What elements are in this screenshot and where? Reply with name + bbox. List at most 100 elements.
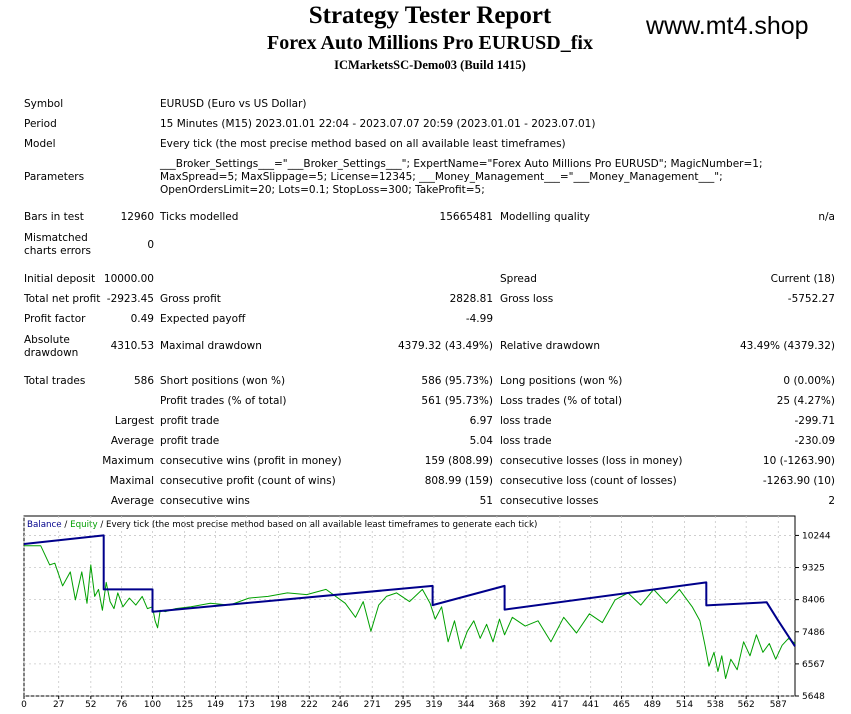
largest-profit-label: profit trade xyxy=(160,415,220,427)
max-consec-losses-label: consecutive losses (loss in money) xyxy=(500,455,683,467)
avg-consec-losses-label: consecutive losses xyxy=(500,495,599,507)
quality-value: n/a xyxy=(818,211,835,223)
x-tick-label: 100 xyxy=(144,700,161,710)
x-tick-label: 76 xyxy=(116,700,128,710)
max-consec-losses-value: 10 (-1263.90) xyxy=(762,455,835,467)
max-consec-wins-value: 159 (808.99) xyxy=(424,455,493,467)
chart-plot-area xyxy=(23,515,796,697)
largest-label: Largest xyxy=(114,415,154,427)
avg-consec-wins-value: 51 xyxy=(479,495,493,507)
balance-equity-chart: Balance / Equity / Every tick (the most … xyxy=(21,515,831,710)
balance-line xyxy=(23,534,796,647)
spread-label: Spread xyxy=(500,273,537,285)
loss-trades-value: 25 (4.27%) xyxy=(776,395,835,407)
total-trades-label: Total trades xyxy=(24,375,86,387)
gross-loss-label: Gross loss xyxy=(500,293,554,305)
deposit-label: Initial deposit xyxy=(24,273,96,285)
x-tick-label: 514 xyxy=(676,700,693,710)
expert-name: Forex Auto Millions Pro EURUSD_fix xyxy=(267,32,593,54)
quality-label: Modelling quality xyxy=(500,211,590,223)
long-positions-label: Long positions (won %) xyxy=(500,375,623,387)
loss-trades-label: Loss trades (% of total) xyxy=(500,395,623,407)
equity-line xyxy=(24,545,796,679)
largest-loss-value: -299.71 xyxy=(794,415,835,427)
relative-drawdown-value: 43.49% (4379.32) xyxy=(740,340,835,352)
average-consec-label: Average xyxy=(110,495,154,507)
x-tick-label: 562 xyxy=(738,700,755,710)
expected-payoff-label: Expected payoff xyxy=(160,313,246,325)
period-label: Period xyxy=(24,118,57,130)
legend-description: / Every tick (the most precise method ba… xyxy=(98,520,538,530)
absolute-drawdown-value: 4310.53 xyxy=(110,340,154,352)
net-profit-value: -2923.45 xyxy=(106,293,154,305)
average-loss-label: loss trade xyxy=(500,435,552,447)
y-tick-label: 7486 xyxy=(802,628,825,638)
mismatch-label: Mismatched charts errors xyxy=(24,232,91,257)
report-title: Strategy Tester Report xyxy=(308,2,552,29)
x-tick-label: 222 xyxy=(301,700,318,710)
server-build: ICMarketsSC-Demo03 (Build 1415) xyxy=(334,58,526,72)
legend-balance: Balance xyxy=(27,520,62,530)
legend-equity: Equity xyxy=(70,520,97,530)
profit-factor-value: 0.49 xyxy=(130,313,154,325)
symbol-label: Symbol xyxy=(24,98,64,110)
maximal-consec-profit-value: 808.99 (159) xyxy=(424,475,493,487)
maximal-consec-profit-label: consecutive profit (count of wins) xyxy=(160,475,336,487)
x-tick-label: 587 xyxy=(770,700,787,710)
ticks-label: Ticks modelled xyxy=(160,211,239,223)
gross-loss-value: -5752.27 xyxy=(787,293,835,305)
x-tick-label: 52 xyxy=(85,700,96,710)
largest-loss-label: loss trade xyxy=(500,415,552,427)
gross-profit-value: 2828.81 xyxy=(449,293,493,305)
bars-label: Bars in test xyxy=(24,211,84,223)
x-tick-label: 465 xyxy=(613,700,630,710)
symbol-value: EURUSD (Euro vs US Dollar) xyxy=(160,98,307,110)
average-profit-value: 5.04 xyxy=(469,435,493,447)
expected-payoff-value: -4.99 xyxy=(465,313,493,325)
y-tick-label: 5648 xyxy=(802,692,825,702)
y-tick-label: 8406 xyxy=(802,596,825,606)
x-tick-label: 271 xyxy=(364,700,381,710)
x-tick-label: 538 xyxy=(707,700,724,710)
x-tick-label: 173 xyxy=(238,700,255,710)
maximal-consec-loss-label: consecutive loss (count of losses) xyxy=(500,475,677,487)
mismatch-value: 0 xyxy=(147,239,154,251)
x-tick-label: 27 xyxy=(53,700,64,710)
total-trades-value: 586 xyxy=(133,375,154,387)
x-tick-label: 417 xyxy=(551,700,568,710)
maximum-label: Maximum xyxy=(102,455,154,467)
x-tick-label: 392 xyxy=(519,700,536,710)
long-positions-value: 0 (0.00%) xyxy=(783,375,835,387)
watermark-text: www.mt4.shop xyxy=(646,12,809,40)
parameters-value: ___Broker_Settings___="___Broker_Setting… xyxy=(160,158,763,196)
profit-factor-label: Profit factor xyxy=(24,313,86,325)
average-label: Average xyxy=(110,435,154,447)
x-tick-label: 149 xyxy=(207,700,224,710)
x-tick-label: 246 xyxy=(332,700,349,710)
profit-trades-value: 561 (95.73%) xyxy=(421,395,493,407)
profit-trades-label: Profit trades (% of total) xyxy=(160,395,287,407)
y-tick-label: 9325 xyxy=(802,564,825,574)
gross-profit-label: Gross profit xyxy=(160,293,221,305)
short-positions-value: 586 (95.73%) xyxy=(421,375,493,387)
parameters-label: Parameters xyxy=(24,171,85,183)
bars-value: 12960 xyxy=(120,211,154,223)
x-tick-label: 0 xyxy=(21,700,27,710)
x-tick-label: 198 xyxy=(270,700,287,710)
absolute-drawdown-label: Absolute drawdown xyxy=(24,334,79,359)
maximal-drawdown-value: 4379.32 (43.49%) xyxy=(398,340,493,352)
spread-value: Current (18) xyxy=(770,273,835,285)
short-positions-label: Short positions (won %) xyxy=(160,375,286,387)
average-loss-value: -230.09 xyxy=(794,435,835,447)
max-consec-wins-label: consecutive wins (profit in money) xyxy=(160,455,342,467)
x-tick-label: 344 xyxy=(457,700,474,710)
legend-sep: / xyxy=(62,520,70,530)
deposit-value: 10000.00 xyxy=(103,273,154,285)
y-tick-label: 6567 xyxy=(802,660,825,670)
x-tick-label: 441 xyxy=(582,700,599,710)
chart-legend: Balance / Equity / Every tick (the most … xyxy=(27,520,537,530)
model-label: Model xyxy=(24,138,56,150)
maximal-consec-loss-value: -1263.90 (10) xyxy=(762,475,835,487)
largest-profit-value: 6.97 xyxy=(469,415,493,427)
y-tick-label: 10244 xyxy=(802,531,831,541)
